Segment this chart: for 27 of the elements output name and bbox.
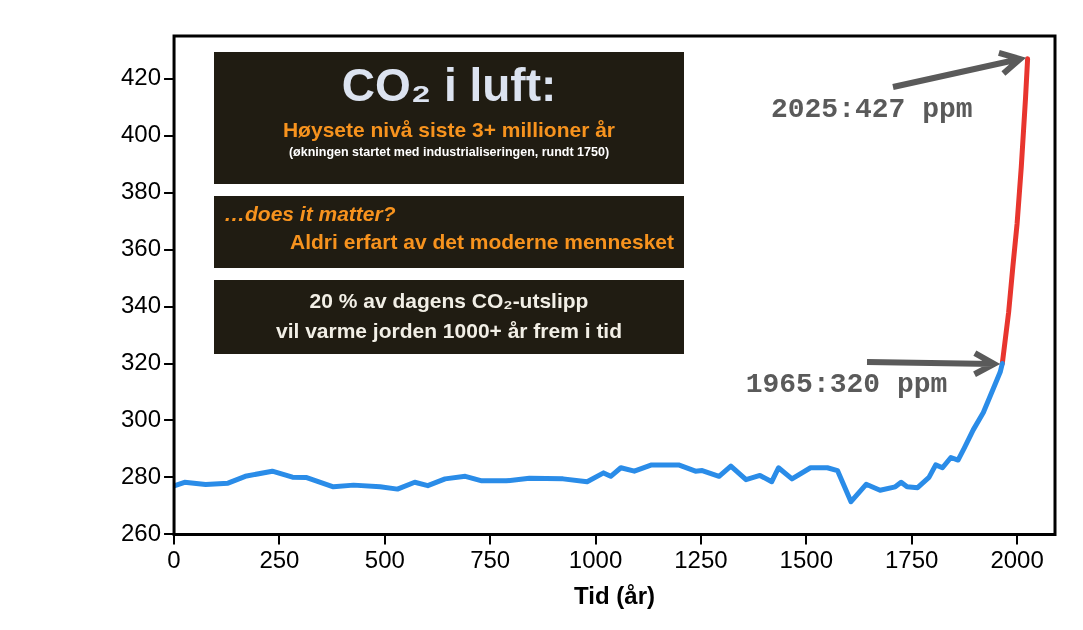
y-tick-label: 400 <box>121 120 162 148</box>
x-tick-label: 250 <box>259 546 300 574</box>
x-tick-label: 500 <box>364 546 405 574</box>
x-axis-title: Tid (år) <box>574 582 655 610</box>
annotation: 1965:320 ppm <box>745 368 948 400</box>
y-tick-label: 260 <box>121 519 162 547</box>
y-tick-label: 300 <box>121 405 162 433</box>
x-tick-label: 1500 <box>779 546 833 574</box>
x-tick-label: 1250 <box>674 546 728 574</box>
y-tick-label: 420 <box>121 63 162 91</box>
y-tick-label: 380 <box>121 177 162 205</box>
caption-box: CO₂ i luft: Høysete nivå siste 3+ millioner år (økningen startet med industrialiseringen, rundt 1750) <box>214 52 684 184</box>
y-tick-label: 360 <box>121 234 162 262</box>
y-tick-label: 340 <box>121 291 162 319</box>
x-tick-label: 0 <box>167 546 181 574</box>
caption-box: …does it matter? Aldri erfart av det moderne mennesket <box>214 196 684 268</box>
annotation: …does it matter? <box>224 202 397 226</box>
x-tick-label: 2000 <box>990 546 1044 574</box>
annotation: (økningen startet med industrialiseringen, rundt 1750) <box>287 145 611 159</box>
x-tick-label: 1000 <box>568 546 623 574</box>
annotation: Aldri erfart av det moderne mennesket <box>289 230 674 254</box>
x-tick-label: 750 <box>470 546 511 574</box>
x-tick-label: 1750 <box>884 546 939 574</box>
annotation: 2025:427 ppm <box>770 93 973 125</box>
caption-box: 20 % av dagens CO₂-utslipp vil varme jorden 1000+ år frem i tid <box>214 280 684 354</box>
y-tick-label: 280 <box>121 462 162 490</box>
y-tick-label: 320 <box>121 348 162 376</box>
